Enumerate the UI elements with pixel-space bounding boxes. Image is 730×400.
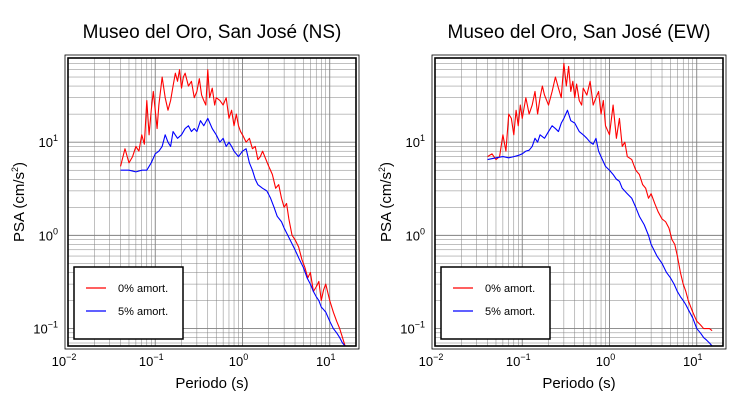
x-tick-label: 10−2 [52,352,77,369]
x-tick-label: 10−2 [419,352,444,369]
y-tick-label: 101 [406,133,425,150]
series-line-blue [120,117,346,347]
x-tick-label: 10−1 [506,352,531,369]
x-tick-label: 101 [316,352,335,369]
legend-box [73,266,184,340]
y-axis-label: PSA (cm/s2) [10,162,28,242]
legend-label: 0% amort. [118,283,168,295]
series-line-red [119,69,346,347]
y-tick-label: 100 [406,226,425,243]
chart-panel-1: 10−2 10−1 100 101 10−1 100 101 Museo del Oro, S… [377,22,727,392]
y-tick-label: 10−1 [400,320,425,337]
legend-box [440,266,551,340]
grid [435,58,723,346]
plot-frame-outer [64,54,360,350]
plot-frame [434,57,724,347]
chart-title: Museo del Oro, San José (NS) [83,22,342,43]
chart-panel-0: 10−2 10−1 100 101 10−1 100 101 Museo del Oro, S… [10,22,360,392]
y-axis-label: PSA (cm/s2) [377,162,395,242]
x-tick-label: 100 [229,352,248,369]
legend-label: 5% amort. [118,306,168,318]
legend-label: 5% amort. [485,306,535,318]
x-tick-label: 100 [596,352,615,369]
x-axis-label: Periodo (s) [175,375,248,392]
series-line-blue [487,109,713,347]
x-axis-label: Periodo (s) [542,375,615,392]
chart-title: Museo del Oro, San José (EW) [448,22,711,43]
y-tick-label: 101 [39,133,58,150]
series-line-red [487,62,713,332]
x-tick-label: 10−1 [139,352,164,369]
legend: 0% amort. 5% amort. [73,266,184,340]
y-tick-label: 10−1 [33,320,58,337]
plot-frame [67,57,357,347]
plot-frame-outer [431,54,727,350]
x-tick-label: 101 [683,352,702,369]
y-tick-label: 100 [39,226,58,243]
legend-label: 0% amort. [485,283,535,295]
legend: 0% amort. 5% amort. [440,266,551,340]
